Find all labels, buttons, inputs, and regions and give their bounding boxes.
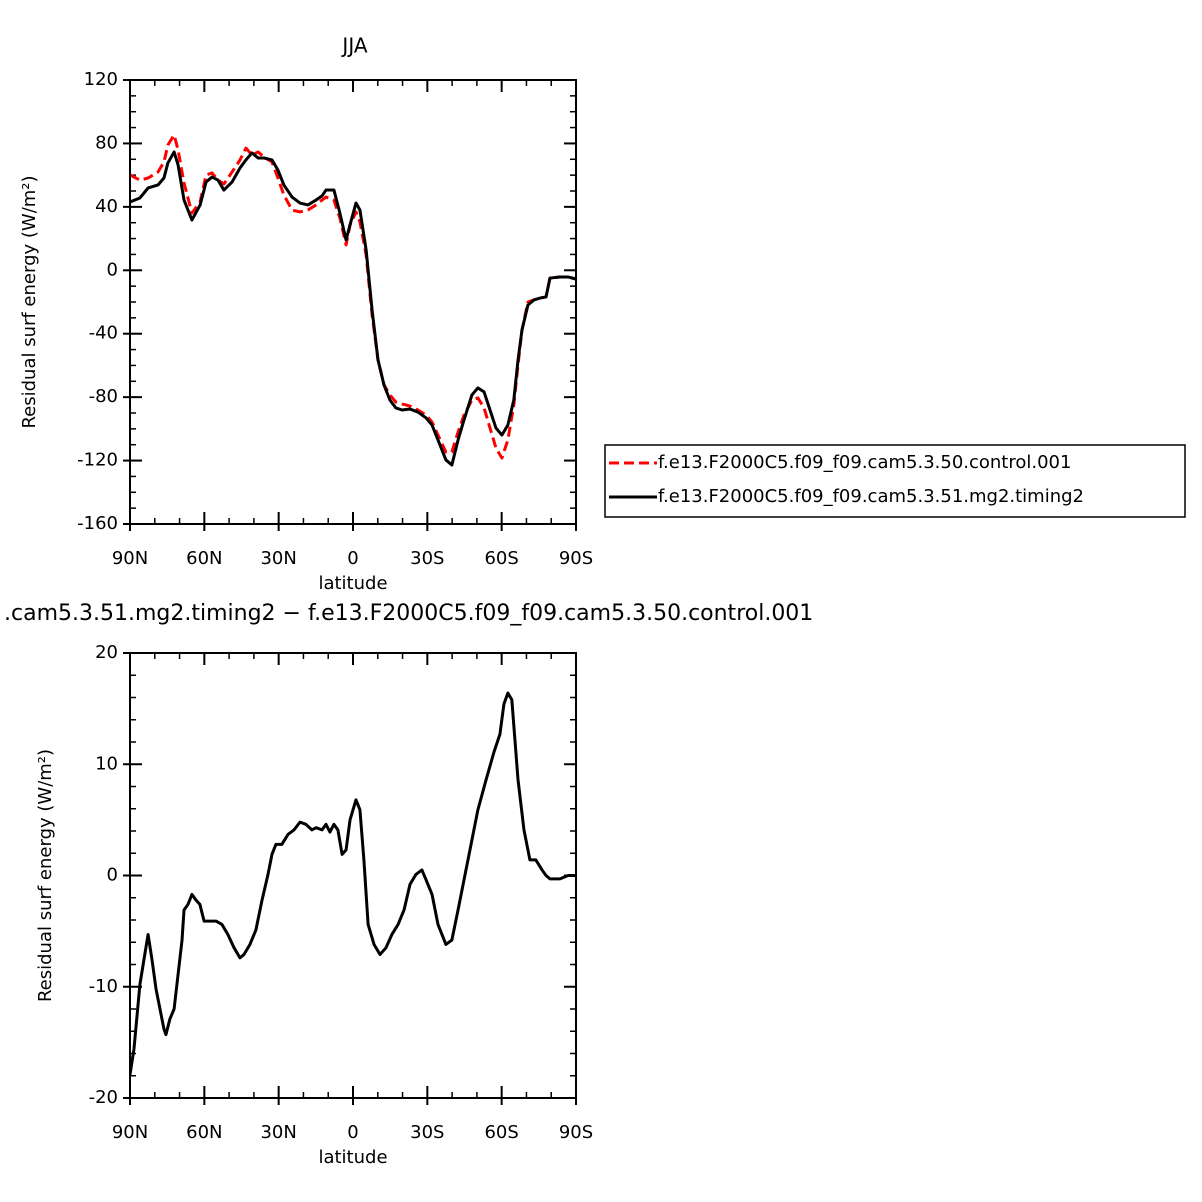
x-tick-label: 60N	[186, 1122, 222, 1143]
y-tick-label: -10	[89, 976, 118, 997]
plot-area	[130, 133, 576, 467]
y-tick-label: 40	[95, 196, 118, 217]
x-tick-label: 60S	[484, 548, 518, 569]
x-tick-label: 30S	[410, 1122, 444, 1143]
x-tick-label: 90N	[112, 1122, 148, 1143]
x-tick-label: 90S	[559, 548, 593, 569]
x-tick-label: 90N	[112, 548, 148, 569]
x-tick-label: 30N	[260, 1122, 296, 1143]
legend-label: f.e13.F2000C5.f09_f09.cam5.3.50.control.…	[658, 452, 1071, 473]
plot-area	[130, 691, 576, 1075]
y-tick-label: -80	[89, 386, 118, 407]
y-tick-label: -40	[89, 323, 118, 344]
chart-title: JJA	[340, 34, 367, 58]
y-tick-label: -20	[89, 1087, 118, 1108]
x-tick-label: 30N	[260, 548, 296, 569]
x-tick-label: 0	[347, 1122, 358, 1143]
x-tick-label: 0	[347, 548, 358, 569]
chart-title: .cam5.3.51.mg2.timing2 − f.e13.F2000C5.f…	[4, 601, 813, 626]
y-tick-label: -120	[77, 450, 118, 471]
y-axis-label: Residual surf energy (W/m²)	[35, 749, 56, 1002]
x-axis-label: latitude	[318, 573, 387, 594]
x-tick-label: 60S	[484, 1122, 518, 1143]
x-tick-label: 60N	[186, 548, 222, 569]
y-tick-label: -160	[77, 513, 118, 534]
x-tick-label: 30S	[410, 548, 444, 569]
y-tick-label: 0	[107, 259, 118, 280]
y-tick-label: 80	[95, 132, 118, 153]
y-tick-label: 20	[95, 642, 118, 663]
legend-label: f.e13.F2000C5.f09_f09.cam5.3.51.mg2.timi…	[658, 486, 1084, 507]
plot-frame	[129, 79, 577, 525]
legend-box	[604, 444, 1186, 518]
x-tick-label: 90S	[559, 1122, 593, 1143]
y-tick-label: 120	[84, 69, 118, 90]
data-line	[130, 150, 576, 467]
y-axis-label: Residual surf energy (W/m²)	[19, 175, 40, 428]
x-axis-label: latitude	[318, 1147, 387, 1168]
y-tick-label: 0	[107, 865, 118, 886]
plot-frame	[129, 652, 577, 1099]
y-tick-label: 10	[95, 753, 118, 774]
data-line	[130, 133, 576, 460]
data-line	[130, 691, 576, 1075]
